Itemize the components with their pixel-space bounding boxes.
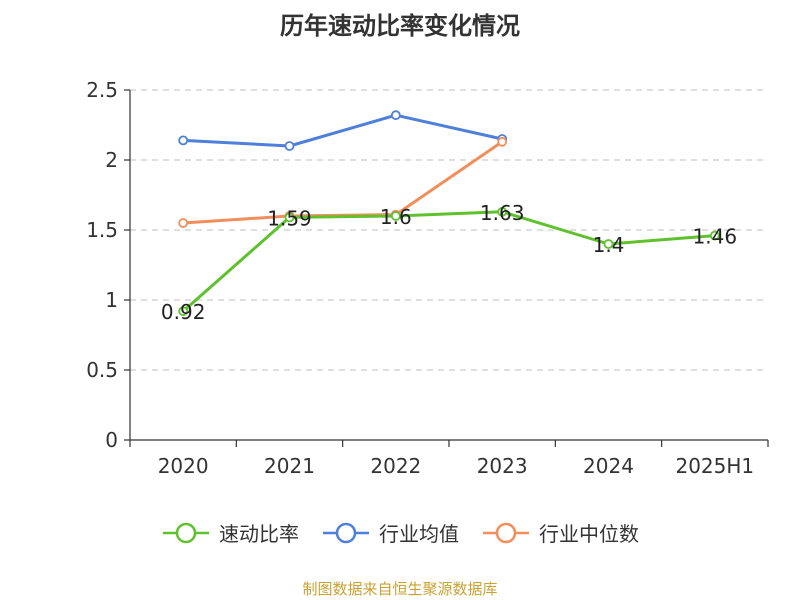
chart-title: 历年速动比率变化情况	[280, 12, 520, 40]
legend-item[interactable]: 速动比率	[161, 518, 299, 547]
y-tick-label: 0.5	[86, 358, 118, 382]
y-tick-label: 2.5	[86, 78, 118, 102]
y-tick-label: 1.5	[86, 218, 118, 242]
data-point	[178, 135, 189, 146]
series-line	[183, 113, 503, 148]
legend-label: 行业中位数	[539, 522, 639, 546]
data-label: 1.59	[267, 206, 312, 230]
legend-marker-icon	[163, 522, 209, 543]
legend-circle	[335, 522, 357, 543]
data-label: 1.4	[593, 233, 625, 257]
series-line	[182, 210, 715, 313]
grid-lines	[130, 89, 768, 371]
x-tick-label: 2024	[583, 454, 634, 478]
data-labels: 0.92 1.59 1.6 1.63 1.4 1.46	[161, 201, 737, 324]
legend-label: 行业均值	[379, 522, 459, 546]
legend-item[interactable]: 行业中位数	[481, 518, 639, 547]
data-point	[497, 136, 508, 147]
x-tick-label: 2025H1	[675, 454, 754, 478]
data-point	[390, 110, 401, 121]
legend-circle	[495, 522, 517, 543]
x-tick-label: 2021	[264, 454, 315, 478]
x-tick-label: 2020	[158, 454, 209, 478]
x-tick-label: 2023	[477, 454, 528, 478]
legend: 速动比率 行业均值 行业中位数	[0, 518, 800, 547]
data-point	[178, 306, 189, 317]
legend-item[interactable]: 行业均值	[321, 518, 459, 547]
source-note: 制图数据来自恒生聚源数据库	[302, 580, 498, 598]
x-tick-label: 2022	[370, 454, 421, 478]
data-label: 0.92	[161, 300, 206, 324]
legend-marker-icon	[323, 522, 369, 543]
data-label: 1.6	[380, 205, 412, 229]
y-tick-label: 1	[105, 288, 118, 312]
series-lines	[178, 110, 720, 317]
data-point	[603, 239, 614, 249]
y-tick-label: 0	[105, 428, 118, 452]
legend-label: 速动比率	[219, 522, 299, 546]
y-tick-label: 2	[105, 148, 118, 172]
data-label: 1.46	[693, 225, 738, 249]
data-label: 1.63	[480, 201, 525, 225]
data-point	[284, 141, 295, 151]
data-point	[178, 218, 189, 228]
axes: 0 0.5 1 1.5 2 2.5 2020 2021 2022 2023 2024 2025H1	[86, 78, 769, 478]
data-point	[390, 211, 401, 221]
legend-circle	[175, 522, 197, 543]
data-point	[709, 230, 720, 241]
data-point	[284, 212, 295, 223]
series-line	[183, 140, 504, 225]
legend-marker-icon	[483, 522, 529, 543]
data-point	[497, 206, 508, 217]
